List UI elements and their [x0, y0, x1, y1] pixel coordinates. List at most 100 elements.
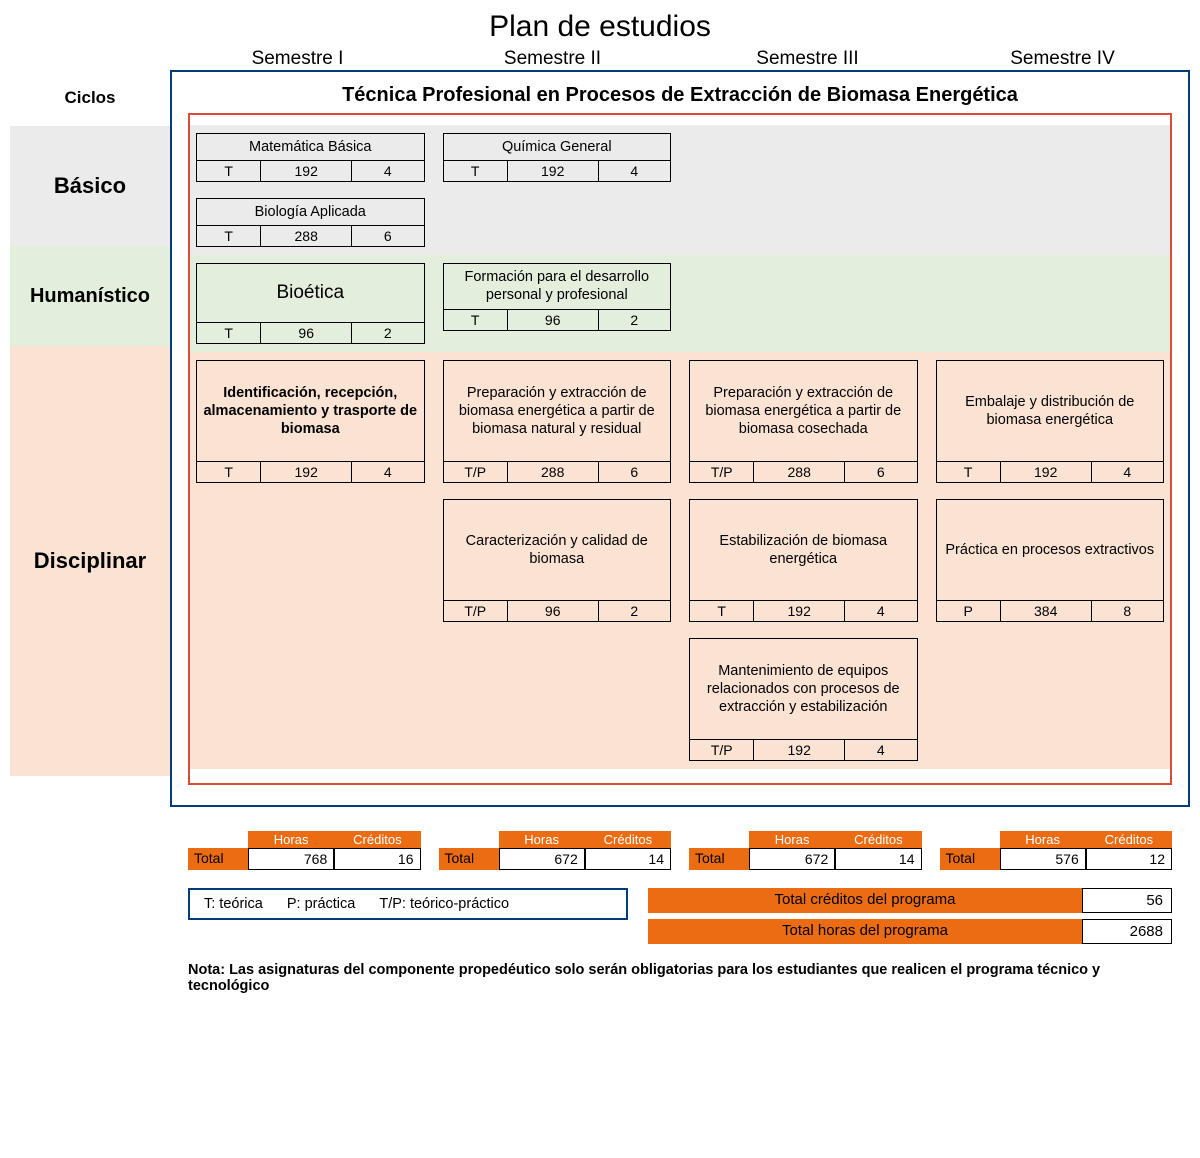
course-card: Estabilización de biomasa energéticaT192…: [689, 499, 918, 622]
hours-label: Horas: [248, 831, 334, 848]
course-name: Preparación y extracción de biomasa ener…: [444, 361, 671, 461]
course-card: Preparación y extracción de biomasa ener…: [443, 360, 672, 483]
course-type: T: [690, 601, 753, 621]
total-label: Total: [439, 848, 499, 870]
cycle-row: Caracterización y calidad de biomasaT/P9…: [190, 491, 1170, 630]
course-type: T: [197, 323, 260, 343]
course-hours: 96: [507, 310, 598, 330]
course-hours: 288: [507, 462, 598, 482]
course-credits: 2: [351, 323, 423, 343]
course-hours: 192: [507, 161, 598, 181]
total-label: Total: [188, 848, 248, 870]
course-credits: 4: [844, 740, 916, 760]
course-credits: 4: [351, 161, 423, 181]
course-name: Práctica en procesos extractivos: [937, 500, 1164, 600]
course-hours: 384: [1000, 601, 1091, 621]
course-type: T: [197, 226, 260, 246]
course-type: P: [937, 601, 1000, 621]
course-type: T: [444, 310, 507, 330]
program-total-value: 2688: [1082, 919, 1172, 944]
semester-total: HorasCréditos Total67214: [439, 831, 672, 870]
course-type: T/P: [444, 601, 507, 621]
course-card: Mantenimiento de equipos relacionados co…: [689, 638, 918, 761]
legend-item: T/P: teórico-práctico: [379, 896, 509, 912]
total-credits: 14: [835, 848, 921, 870]
course-hours: 96: [507, 601, 598, 621]
program-total-label: Total créditos del programa: [648, 888, 1082, 913]
course-type: T/P: [690, 462, 753, 482]
course-card: Formación para el desarrollo personal y …: [443, 263, 672, 330]
total-label: Total: [689, 848, 749, 870]
course-hours: 96: [260, 323, 351, 343]
course-name: Identificación, recepción, almacenamient…: [197, 361, 424, 461]
course-name: Mantenimiento de equipos relacionados co…: [690, 639, 917, 739]
legend-item: T: teórica: [204, 896, 263, 912]
cycles-header: Ciclos: [10, 70, 170, 126]
course-credits: 2: [598, 310, 670, 330]
course-card: Embalaje y distribución de biomasa energ…: [936, 360, 1165, 483]
program-total-label: Total horas del programa: [648, 919, 1082, 944]
cycle-row: Matemática BásicaT1924Química GeneralT19…: [190, 125, 1170, 190]
credits-label: Créditos: [835, 831, 921, 848]
cycle-row: Mantenimiento de equipos relacionados co…: [190, 630, 1170, 769]
course-name: Matemática Básica: [197, 134, 424, 160]
total-credits: 14: [585, 848, 671, 870]
course-name: Caracterización y calidad de biomasa: [444, 500, 671, 600]
hours-label: Horas: [749, 831, 835, 848]
course-hours: 288: [260, 226, 351, 246]
course-credits: 6: [598, 462, 670, 482]
cycle-row: Biología AplicadaT2886: [190, 190, 1170, 255]
course-card: Práctica en procesos extractivosP3848: [936, 499, 1165, 622]
course-card: BioéticaT962: [196, 263, 425, 344]
course-type: T: [197, 161, 260, 181]
total-hours: 672: [499, 848, 585, 870]
semester-totals: HorasCréditosTotal76816HorasCréditosTota…: [170, 831, 1190, 870]
semester-label: Semestre II: [425, 48, 680, 70]
total-label: Total: [940, 848, 1000, 870]
course-hours: 192: [1000, 462, 1091, 482]
semester-label: Semestre I: [170, 48, 425, 70]
total-hours: 672: [749, 848, 835, 870]
course-card: Preparación y extracción de biomasa ener…: [689, 360, 918, 483]
course-card: Química GeneralT1924: [443, 133, 672, 182]
total-credits: 16: [334, 848, 420, 870]
legend-box: T: teórica P: práctica T/P: teórico-prácti…: [188, 888, 628, 920]
course-type: T/P: [690, 740, 753, 760]
course-hours: 192: [260, 462, 351, 482]
hours-label: Horas: [1000, 831, 1086, 848]
course-credits: 4: [844, 601, 916, 621]
course-card: Biología AplicadaT2886: [196, 198, 425, 247]
hours-label: Horas: [499, 831, 585, 848]
credits-label: Créditos: [334, 831, 420, 848]
credits-label: Créditos: [1086, 831, 1172, 848]
course-hours: 192: [753, 601, 844, 621]
course-credits: 4: [598, 161, 670, 181]
total-hours: 768: [248, 848, 334, 870]
course-card: Caracterización y calidad de biomasaT/P9…: [443, 499, 672, 622]
cycle-label-basico: Básico: [10, 126, 170, 246]
course-credits: 8: [1091, 601, 1163, 621]
semester-label: Semestre IV: [935, 48, 1190, 70]
legend-item: P: práctica: [287, 896, 356, 912]
course-type: T/P: [444, 462, 507, 482]
course-type: T: [197, 462, 260, 482]
course-name: Estabilización de biomasa energética: [690, 500, 917, 600]
curriculum-box: Técnica Profesional en Procesos de Extra…: [170, 70, 1190, 807]
course-name: Bioética: [197, 264, 424, 322]
course-hours: 288: [753, 462, 844, 482]
course-name: Química General: [444, 134, 671, 160]
program-totals: Total créditos del programa56Total horas…: [648, 888, 1172, 944]
cycle-row: BioéticaT962Formación para el desarrollo…: [190, 255, 1170, 352]
semester-total: HorasCréditos Total67214: [689, 831, 922, 870]
course-card: Identificación, recepción, almacenamient…: [196, 360, 425, 483]
semester-total: HorasCréditos Total76816: [188, 831, 421, 870]
curriculum-inner: Matemática BásicaT1924Química GeneralT19…: [188, 113, 1172, 785]
course-credits: 6: [351, 226, 423, 246]
credits-label: Créditos: [585, 831, 671, 848]
course-name: Embalaje y distribución de biomasa energ…: [937, 361, 1164, 461]
total-credits: 12: [1086, 848, 1172, 870]
course-card: Matemática BásicaT1924: [196, 133, 425, 182]
program-title: Técnica Profesional en Procesos de Extra…: [188, 84, 1172, 107]
semester-header: Semestre ISemestre IISemestre IIISemestr…: [170, 48, 1190, 70]
course-name: Preparación y extracción de biomasa ener…: [690, 361, 917, 461]
